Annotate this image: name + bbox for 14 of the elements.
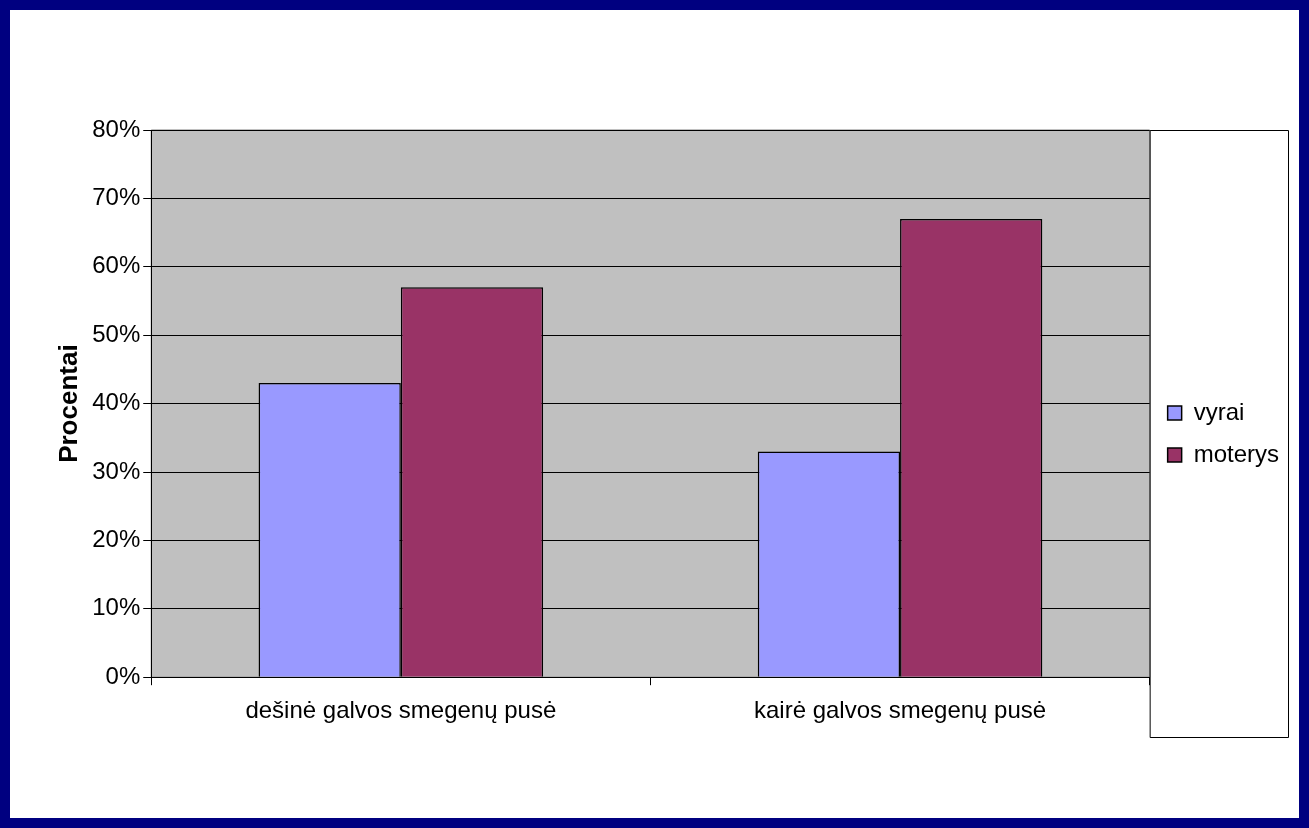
y-tick-label: 50% bbox=[92, 319, 141, 347]
x-tick-label: dešinė galvos smegenų pusė bbox=[245, 696, 557, 724]
y-tick-label: 80% bbox=[92, 114, 141, 142]
x-tick-label: kairė galvos smegenų pusė bbox=[753, 696, 1047, 724]
y-tick-label: 10% bbox=[92, 593, 141, 621]
legend-label: vyrai bbox=[1193, 397, 1245, 425]
y-tick-label: 30% bbox=[92, 456, 141, 484]
y-tick-label: 0% bbox=[105, 661, 141, 689]
legend-label: moterys bbox=[1193, 439, 1280, 467]
y-tick-label: 40% bbox=[92, 388, 141, 416]
y-tick-label: 60% bbox=[92, 251, 141, 279]
y-axis-title: Procentai bbox=[52, 344, 83, 463]
y-tick-label: 70% bbox=[92, 183, 141, 211]
y-tick-label: 20% bbox=[92, 525, 141, 553]
